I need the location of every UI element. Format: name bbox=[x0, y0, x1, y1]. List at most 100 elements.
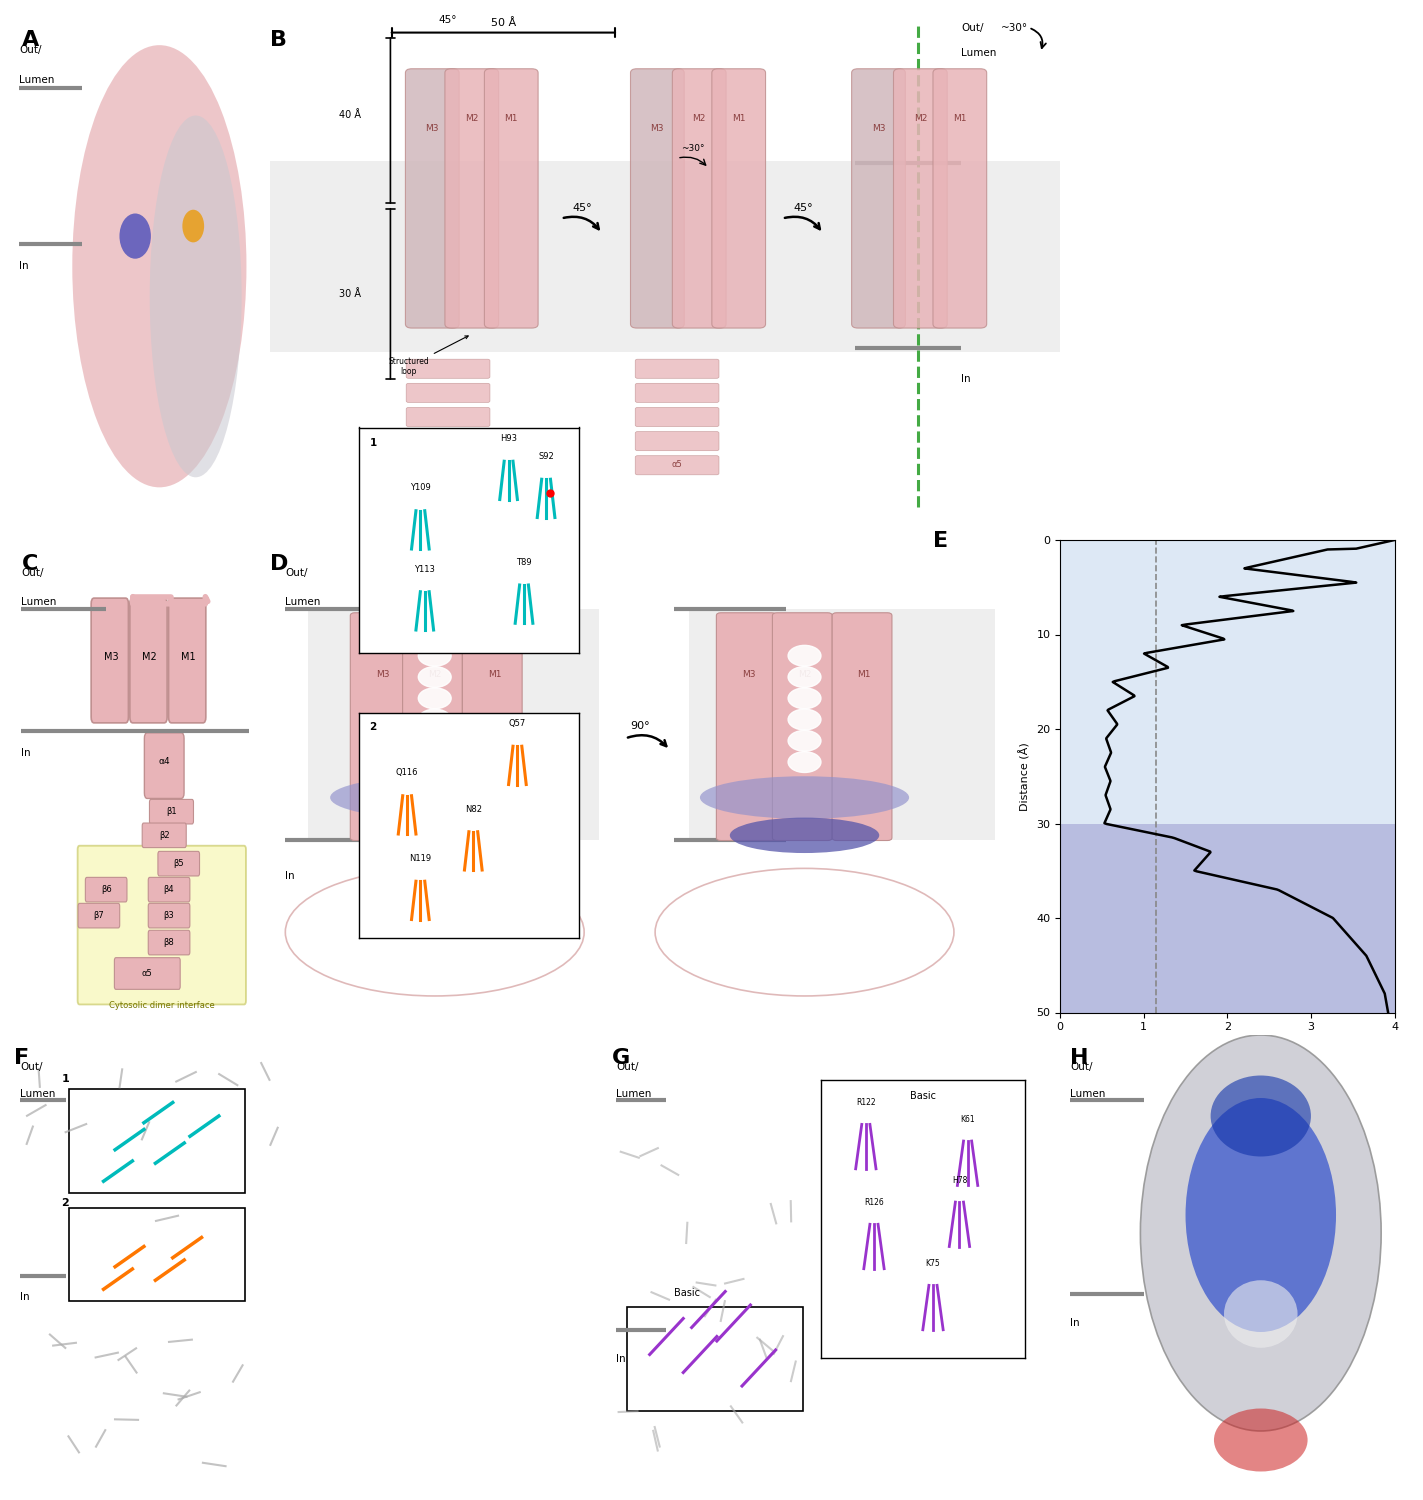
FancyBboxPatch shape bbox=[78, 903, 120, 928]
Text: 1: 1 bbox=[61, 1074, 68, 1084]
Text: R126: R126 bbox=[864, 1198, 884, 1208]
FancyBboxPatch shape bbox=[406, 456, 490, 476]
FancyBboxPatch shape bbox=[129, 598, 166, 723]
Text: ~30°: ~30° bbox=[682, 144, 704, 153]
Text: M3: M3 bbox=[104, 652, 118, 663]
Text: Lumen: Lumen bbox=[18, 75, 54, 86]
Text: Lumen: Lumen bbox=[962, 48, 996, 57]
Text: M2: M2 bbox=[142, 652, 157, 663]
FancyBboxPatch shape bbox=[270, 160, 1060, 351]
FancyBboxPatch shape bbox=[406, 384, 490, 402]
Text: 40 Å: 40 Å bbox=[339, 111, 361, 120]
Circle shape bbox=[788, 666, 821, 687]
Ellipse shape bbox=[149, 116, 242, 477]
Text: M3: M3 bbox=[376, 670, 388, 680]
FancyBboxPatch shape bbox=[91, 598, 128, 723]
Ellipse shape bbox=[73, 45, 246, 488]
Text: Lumen: Lumen bbox=[616, 1089, 652, 1100]
Text: In: In bbox=[20, 1292, 30, 1302]
FancyBboxPatch shape bbox=[635, 456, 719, 476]
Text: F: F bbox=[14, 1048, 30, 1068]
Text: In: In bbox=[962, 375, 970, 384]
FancyBboxPatch shape bbox=[773, 614, 832, 840]
Bar bbox=[1060, 824, 1395, 1013]
FancyBboxPatch shape bbox=[144, 734, 184, 798]
Text: Lumen: Lumen bbox=[285, 597, 320, 606]
FancyBboxPatch shape bbox=[635, 408, 719, 426]
Text: K75: K75 bbox=[925, 1258, 941, 1268]
Ellipse shape bbox=[182, 210, 203, 243]
Text: C: C bbox=[21, 554, 38, 574]
Text: β2: β2 bbox=[159, 831, 169, 840]
Text: Out/: Out/ bbox=[21, 568, 44, 579]
Ellipse shape bbox=[730, 818, 879, 854]
Circle shape bbox=[788, 688, 821, 708]
FancyBboxPatch shape bbox=[307, 609, 599, 840]
Text: H: H bbox=[1070, 1048, 1089, 1068]
Text: Out/: Out/ bbox=[1070, 1062, 1093, 1072]
Text: M3: M3 bbox=[650, 123, 665, 132]
FancyBboxPatch shape bbox=[832, 614, 892, 840]
Text: M1: M1 bbox=[953, 114, 966, 123]
Circle shape bbox=[418, 688, 451, 708]
Text: G: G bbox=[612, 1048, 630, 1068]
Text: M2: M2 bbox=[693, 114, 706, 123]
Text: β8: β8 bbox=[164, 938, 175, 946]
Text: α5: α5 bbox=[443, 460, 454, 470]
Text: 2: 2 bbox=[61, 1198, 68, 1208]
Text: Lumen: Lumen bbox=[1070, 1089, 1106, 1100]
FancyBboxPatch shape bbox=[635, 358, 719, 378]
FancyBboxPatch shape bbox=[406, 432, 490, 450]
FancyBboxPatch shape bbox=[462, 614, 522, 840]
Text: M1: M1 bbox=[181, 652, 196, 663]
FancyBboxPatch shape bbox=[484, 69, 538, 328]
Text: 50 Å: 50 Å bbox=[491, 18, 517, 27]
Text: M2: M2 bbox=[914, 114, 926, 123]
Ellipse shape bbox=[700, 777, 909, 819]
Text: M2: M2 bbox=[465, 114, 478, 123]
Circle shape bbox=[788, 710, 821, 730]
Text: M3: M3 bbox=[741, 670, 756, 680]
Circle shape bbox=[418, 666, 451, 687]
Text: M3: M3 bbox=[425, 123, 440, 132]
FancyBboxPatch shape bbox=[158, 852, 199, 876]
X-axis label: Radius (Å): Radius (Å) bbox=[1198, 1038, 1257, 1048]
FancyBboxPatch shape bbox=[894, 69, 948, 328]
Text: Out/: Out/ bbox=[616, 1062, 639, 1072]
FancyBboxPatch shape bbox=[406, 358, 490, 378]
Y-axis label: Distance (Å): Distance (Å) bbox=[1019, 742, 1030, 810]
Text: 45°: 45° bbox=[572, 202, 592, 213]
FancyBboxPatch shape bbox=[445, 69, 498, 328]
FancyBboxPatch shape bbox=[142, 824, 186, 848]
FancyBboxPatch shape bbox=[689, 609, 995, 840]
Text: M1: M1 bbox=[505, 114, 518, 123]
FancyBboxPatch shape bbox=[851, 69, 905, 328]
Text: S92: S92 bbox=[538, 452, 554, 460]
Text: Basic: Basic bbox=[675, 1288, 700, 1298]
Text: Cytosolic dimer interface: Cytosolic dimer interface bbox=[110, 1000, 215, 1010]
Text: R122: R122 bbox=[857, 1098, 875, 1107]
Ellipse shape bbox=[120, 213, 151, 258]
FancyBboxPatch shape bbox=[403, 614, 462, 840]
FancyBboxPatch shape bbox=[114, 957, 181, 990]
FancyBboxPatch shape bbox=[635, 432, 719, 450]
FancyBboxPatch shape bbox=[149, 800, 194, 824]
Text: In: In bbox=[616, 1354, 626, 1365]
Circle shape bbox=[418, 730, 451, 752]
Text: B: B bbox=[270, 30, 287, 50]
FancyBboxPatch shape bbox=[168, 598, 206, 723]
FancyBboxPatch shape bbox=[148, 930, 189, 956]
FancyBboxPatch shape bbox=[406, 408, 490, 426]
Text: M1: M1 bbox=[488, 670, 501, 680]
Text: In: In bbox=[285, 870, 295, 880]
Circle shape bbox=[418, 752, 451, 772]
Text: Out/: Out/ bbox=[20, 1062, 43, 1072]
Ellipse shape bbox=[1224, 1281, 1298, 1347]
Text: α5: α5 bbox=[142, 969, 152, 978]
Circle shape bbox=[418, 645, 451, 666]
Text: 90°: 90° bbox=[827, 1208, 847, 1216]
Text: Basic: Basic bbox=[909, 1092, 936, 1101]
FancyBboxPatch shape bbox=[716, 614, 776, 840]
FancyBboxPatch shape bbox=[350, 614, 410, 840]
Text: N82: N82 bbox=[465, 804, 482, 813]
